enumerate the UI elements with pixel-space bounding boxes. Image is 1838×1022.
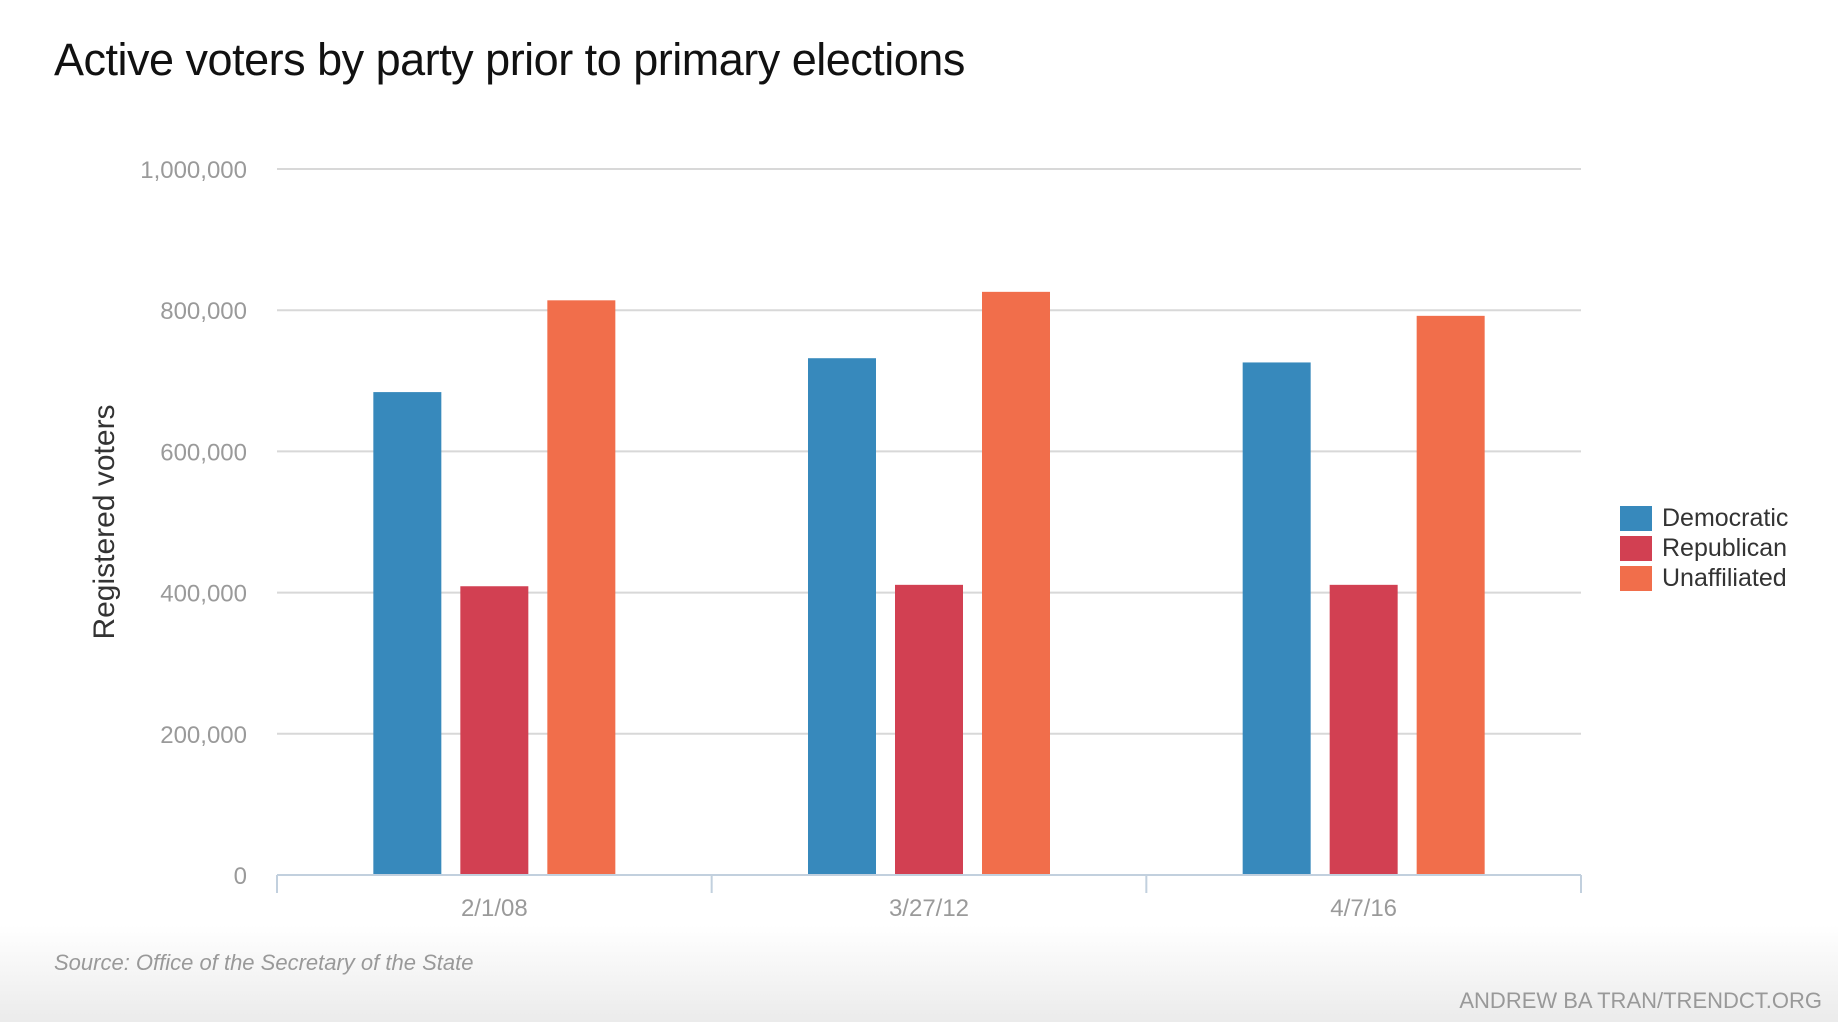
bar-unaffiliated-0[interactable]: [547, 300, 616, 875]
bars: [373, 291, 1485, 876]
bar-democratic-0[interactable]: [373, 392, 442, 875]
y-tick-label: 200,000: [160, 722, 247, 749]
bar-unaffiliated-2[interactable]: [1416, 315, 1485, 875]
legend-swatch-unaffiliated: [1620, 565, 1652, 591]
bar-republican-1[interactable]: [895, 584, 963, 875]
x-tick-label: 2/1/08: [461, 895, 528, 922]
legend-item-unaffiliated[interactable]: Unaffiliated: [1620, 563, 1788, 593]
bar-democratic-1[interactable]: [808, 358, 876, 875]
legend-swatch-democratic: [1620, 505, 1652, 531]
source-note: Source: Office of the Secretary of the S…: [54, 950, 474, 975]
y-tick-label: 1,000,000: [140, 157, 247, 184]
legend-swatch-republican: [1620, 535, 1652, 561]
legend-item-republican[interactable]: Republican: [1620, 533, 1788, 563]
legend-label: Republican: [1662, 533, 1788, 562]
chart-title: Active voters by party prior to primary …: [54, 34, 965, 85]
y-axis-title: Registered voters: [88, 404, 121, 639]
legend-item-democratic[interactable]: Democratic: [1620, 503, 1788, 533]
bar-democratic-2[interactable]: [1242, 362, 1311, 876]
y-tick-label: 0: [234, 863, 247, 890]
bar-republican-2[interactable]: [1329, 584, 1398, 875]
y-tick-label: 600,000: [160, 439, 247, 466]
bar-republican-0[interactable]: [460, 586, 529, 875]
x-tick-label: 4/7/16: [1330, 895, 1397, 922]
x-tick-label: 3/27/12: [889, 895, 969, 922]
y-tick-label: 400,000: [160, 581, 247, 608]
y-axis-tick-labels: 0 200,000 400,000 600,000 800,000 1,000,000: [140, 157, 247, 890]
y-tick-label: 800,000: [160, 298, 247, 325]
legend-label: Unaffiliated: [1662, 563, 1787, 592]
legend: Democratic Republican Unaffiliated: [1620, 503, 1788, 593]
x-axis: 2/1/08 3/27/12 4/7/16: [276, 874, 1582, 922]
legend-label: Democratic: [1662, 503, 1789, 532]
bar-unaffiliated-1[interactable]: [982, 291, 1050, 875]
credit-link[interactable]: ANDREW BA TRAN/TRENDCT.ORG: [1459, 988, 1822, 1013]
